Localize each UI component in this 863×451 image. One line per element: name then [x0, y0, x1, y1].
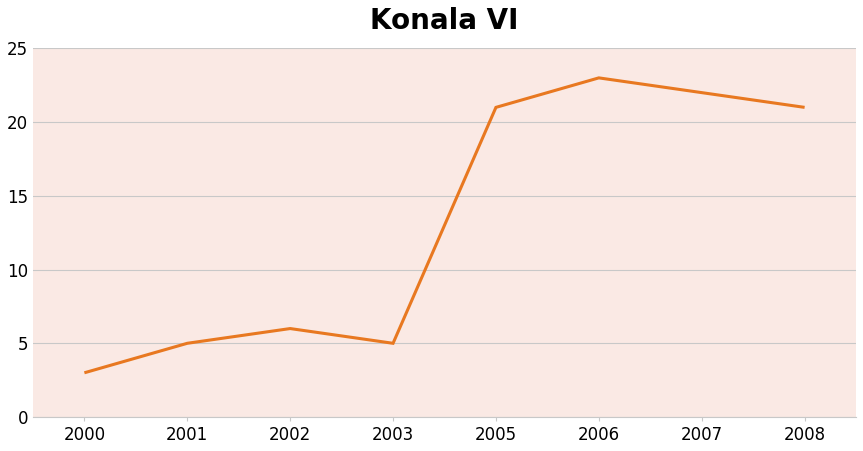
Title: Konala VI: Konala VI	[370, 7, 519, 35]
